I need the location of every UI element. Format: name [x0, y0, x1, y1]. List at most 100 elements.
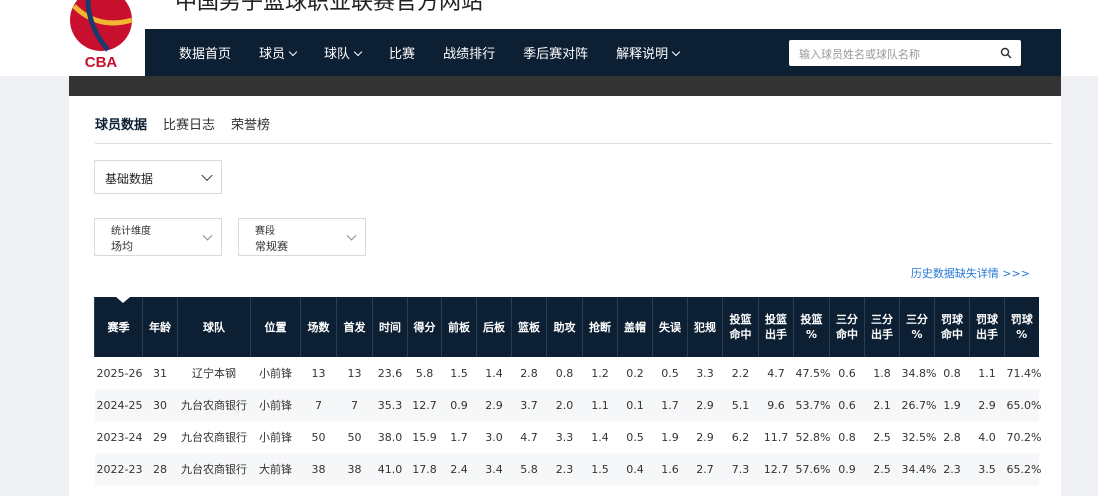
column-header[interactable]: 场数: [300, 297, 337, 357]
column-header[interactable]: 年龄: [142, 297, 178, 357]
table-cell: 1.7: [450, 430, 468, 444]
table-cell: 9.6: [758, 389, 794, 421]
tab[interactable]: 球员数据: [95, 118, 148, 133]
table-cell: 65.2%: [1004, 453, 1041, 485]
nav-item[interactable]: 球员: [259, 43, 296, 62]
column-header[interactable]: 得分: [407, 297, 442, 357]
table-cell: 0.9: [441, 389, 477, 421]
table-cell: 11.7: [763, 430, 789, 444]
column-header[interactable]: 三分 出手: [864, 297, 900, 357]
logo-stripe: [85, 0, 110, 52]
table-cell: 小前锋: [250, 389, 301, 421]
table-cell: 3.3: [555, 430, 574, 444]
table-cell: 65.0%: [1004, 389, 1041, 421]
column-header[interactable]: 投篮 命中: [722, 297, 759, 357]
table-cell: 5.8: [415, 366, 434, 380]
filter-value: 场均: [111, 240, 133, 253]
column-header[interactable]: 犯规: [687, 297, 723, 357]
column-header[interactable]: 投篮 出手: [758, 297, 794, 357]
column-header[interactable]: 罚球 %: [1004, 297, 1039, 357]
table-cell: 15.9: [412, 430, 437, 444]
filter-select[interactable]: 统计维度 场均: [94, 218, 222, 256]
table-cell: 0.8: [943, 366, 961, 380]
stat-type-select[interactable]: 基础数据: [94, 160, 222, 194]
column-header[interactable]: 球队: [177, 297, 251, 357]
table-cell: 1.4: [591, 430, 609, 444]
table-cell: 13: [347, 366, 362, 380]
table-cell: 0.9: [829, 453, 865, 485]
table-cell: 0.5: [661, 366, 679, 380]
table-cell: 3.0: [485, 430, 503, 444]
table-cell: 2024-25: [94, 389, 143, 421]
table-cell: 1.4: [485, 366, 503, 380]
column-header[interactable]: 后板: [476, 297, 512, 357]
table-cell: 12.7: [758, 453, 794, 485]
nav-item[interactable]: 季后赛对阵: [523, 47, 589, 62]
banner-band: [69, 76, 1061, 96]
tabs: 球员数据 比赛日志 荣誉榜: [95, 114, 286, 133]
table-cell: 3.5: [969, 453, 1005, 485]
nav-item[interactable]: 比赛: [389, 47, 416, 62]
table-cell: 九台农商银行: [181, 431, 247, 444]
table-cell: 29: [153, 430, 167, 444]
table-cell: 5.1: [722, 389, 759, 421]
search-icon[interactable]: [1000, 47, 1012, 59]
table-cell: 50: [311, 430, 326, 444]
column-header[interactable]: 失误: [652, 297, 688, 357]
table-cell: 2.3: [546, 453, 583, 485]
column-header[interactable]: 前板: [441, 297, 477, 357]
table-cell: 23.6: [377, 366, 403, 380]
table-cell: 1.9: [661, 430, 679, 444]
column-header[interactable]: 盖帽: [617, 297, 653, 357]
column-header[interactable]: 三分 命中: [829, 297, 865, 357]
search-placeholder: 输入球员姓名或球队名称: [799, 48, 920, 61]
history-link[interactable]: 历史数据缺失详情 >>>: [910, 267, 1030, 280]
table-row: 2023-24 29 九台农商银行 小前锋 50 50 38.0 15.9 1.7 3.0 4.7 3…: [95, 421, 1042, 453]
table-cell: 34.4%: [899, 453, 936, 485]
column-header[interactable]: 投篮 %: [793, 297, 830, 357]
table-cell: 0.1: [617, 389, 653, 421]
nav-item[interactable]: 数据首页: [179, 47, 232, 62]
filter-select[interactable]: 赛段 常规赛: [238, 218, 366, 256]
table-cell: 7: [336, 389, 373, 421]
column-header[interactable]: 首发: [336, 297, 373, 357]
table-cell: 2.5: [864, 453, 900, 485]
table-cell: 1.5: [582, 453, 618, 485]
table-cell: 50: [347, 430, 362, 444]
table-cell: 2.8: [520, 366, 538, 380]
table-cell: 2.0: [546, 389, 583, 421]
table-cell: 大前锋: [250, 453, 301, 485]
column-header[interactable]: 位置: [250, 297, 301, 357]
column-header[interactable]: 罚球 命中: [934, 297, 970, 357]
table-cell: 2.1: [864, 389, 900, 421]
table-cell: 2.7: [687, 453, 723, 485]
nav-item[interactable]: 解释说明: [616, 43, 679, 62]
table-row: 2025-26 31 辽宁本钢 小前锋 13 13 23.6 5.8 1.5 1.4 2.8 0.8 1…: [95, 357, 1042, 389]
table-cell: 2.3: [934, 453, 970, 485]
column-header[interactable]: 三分 %: [899, 297, 935, 357]
column-header[interactable]: 助攻: [546, 297, 583, 357]
column-header[interactable]: 时间: [372, 297, 408, 357]
table-cell: 3.3: [696, 366, 714, 380]
table-cell: 3.4: [476, 453, 512, 485]
column-header[interactable]: 篮板: [511, 297, 547, 357]
column-header[interactable]: 赛季: [94, 297, 143, 357]
logo[interactable]: CBA: [68, 0, 140, 76]
table-cell: 6.2: [731, 430, 750, 444]
filter-value: 常规赛: [255, 240, 288, 253]
table-cell: 辽宁本钢: [192, 367, 236, 380]
table-cell: 35.3: [372, 389, 408, 421]
search-box[interactable]: 输入球员姓名或球队名称: [789, 40, 1021, 66]
column-header[interactable]: 抢断: [582, 297, 618, 357]
table-cell: 17.8: [407, 453, 442, 485]
logo-stripe: [72, 4, 133, 26]
nav-item[interactable]: 球队: [324, 43, 361, 62]
column-header[interactable]: 罚球 出手: [969, 297, 1005, 357]
table-cell: 32.5%: [901, 430, 937, 444]
table-cell: 26.7%: [899, 389, 936, 421]
tab[interactable]: 比赛日志: [163, 118, 216, 133]
table-cell: 1.9: [934, 389, 970, 421]
tab[interactable]: 荣誉榜: [231, 118, 271, 133]
table-cell: 5.8: [511, 453, 547, 485]
nav-item[interactable]: 战绩排行: [443, 47, 496, 62]
